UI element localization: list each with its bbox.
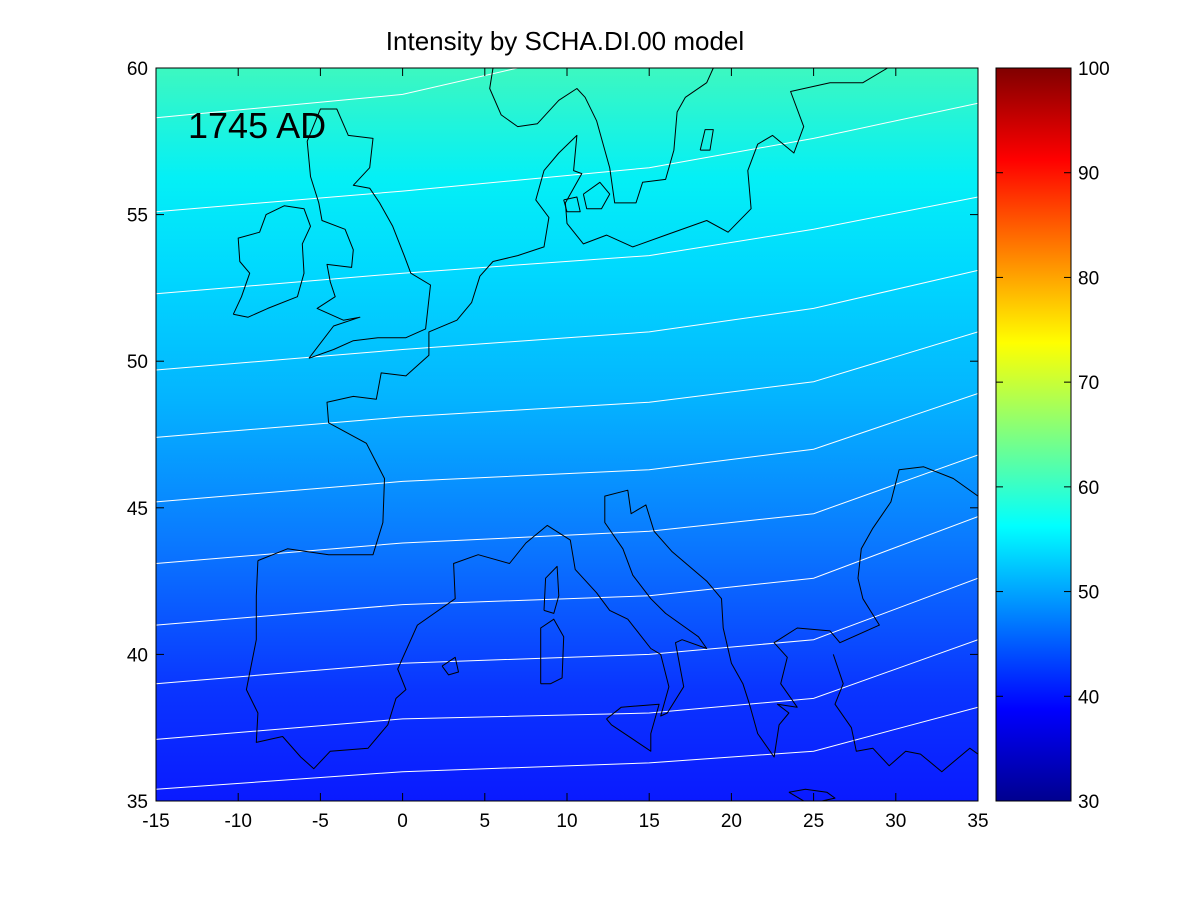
- x-tick-label: 5: [480, 811, 491, 832]
- x-tick-label: 20: [721, 811, 742, 832]
- x-tick-label: 10: [556, 811, 577, 832]
- coastline-corsica: [543, 565, 560, 614]
- contour-line-58: [156, 68, 518, 119]
- x-tick-label: -15: [142, 811, 169, 832]
- y-tick-label: 60: [127, 59, 148, 80]
- coastline-sicily: [606, 703, 660, 752]
- y-tick-label: 40: [127, 645, 148, 666]
- coastline-great-britain: [306, 108, 431, 359]
- colorbar-ticks: 30 40 50 60 70 80 90 100: [996, 59, 1110, 813]
- y-tick-label: 55: [127, 206, 148, 227]
- x-tick-label: -10: [224, 811, 251, 832]
- axes: -15 -10 -5 0 5 10 15 20 25 30 35 35 40 45 50 55 60: [127, 59, 989, 832]
- contour-line-46: [156, 454, 978, 564]
- colorbar-tick-label: 50: [1078, 583, 1099, 604]
- contour-line-54: [156, 196, 978, 295]
- coastline-crete: [788, 788, 836, 801]
- coastline-scandinavia: [489, 68, 714, 204]
- contour-line-52: [156, 269, 978, 371]
- contour-line-42: [156, 577, 978, 685]
- x-tick-label: 15: [639, 811, 660, 832]
- colorbar-tick-label: 30: [1078, 792, 1099, 813]
- colorbar-tick-label: 90: [1078, 164, 1099, 185]
- coastline-continental-europe: [257, 68, 888, 562]
- contour-lines: [156, 68, 978, 790]
- colorbar-tick-label: 70: [1078, 373, 1099, 394]
- x-tick-label: -5: [312, 811, 329, 832]
- coastline-ireland: [232, 205, 311, 318]
- coastlines: [232, 68, 978, 801]
- colorbar-frame: [995, 67, 1072, 802]
- coastline-funen: [563, 196, 581, 213]
- x-tick-label: 25: [803, 811, 824, 832]
- contour-line-38: [156, 706, 978, 790]
- intensity-field: [156, 68, 978, 801]
- epoch-annotation: 1745 AD: [188, 105, 326, 146]
- contour-line-48: [156, 393, 978, 503]
- coastline-gotland: [699, 129, 714, 151]
- y-tick-label: 50: [127, 352, 148, 373]
- contour-line-56: [156, 102, 978, 213]
- y-tick-label: 35: [127, 792, 148, 813]
- coastline-sardinia: [540, 618, 565, 685]
- coastline-zealand: [582, 181, 611, 210]
- chart-title: Intensity by SCHA.DI.00 model: [386, 26, 744, 56]
- x-tick-label: 0: [397, 811, 408, 832]
- coastline-mallorca: [441, 656, 459, 676]
- map-plot-area: [156, 68, 978, 801]
- colorbar: 30 40 50 60 70 80 90 100: [995, 59, 1110, 813]
- colorbar-tick-label: 100: [1078, 59, 1110, 80]
- colorbar-tick-label: 40: [1078, 687, 1099, 708]
- coastline-turkey-aegean: [832, 654, 978, 773]
- colorbar-tick-label: 60: [1078, 478, 1099, 499]
- colorbar-scale: [996, 68, 1071, 801]
- contour-line-50: [156, 331, 978, 438]
- x-tick-label: 35: [967, 811, 988, 832]
- coastline-iberia-to-italy: [245, 466, 978, 770]
- colorbar-tick-label: 80: [1078, 268, 1099, 289]
- y-tick-label: 45: [127, 499, 148, 520]
- contour-line-40: [156, 639, 978, 740]
- x-tick-label: 30: [885, 811, 906, 832]
